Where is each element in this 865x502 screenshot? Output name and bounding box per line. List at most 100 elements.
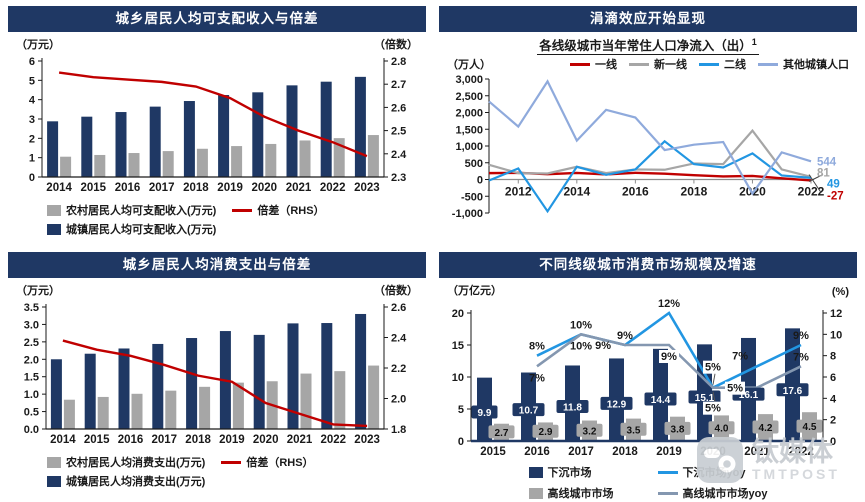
svg-text:-27: -27 [827,191,844,203]
legend-line-swatch [758,62,778,66]
svg-text:2022: 2022 [788,446,814,458]
legend-label: 倍差（RHS） [257,205,325,217]
line-series [488,128,812,178]
svg-text:2: 2 [830,415,836,427]
svg-text:15: 15 [452,340,464,352]
legend-box-swatch [47,223,61,235]
svg-text:4: 4 [830,393,837,405]
svg-text:2017: 2017 [152,434,178,446]
legend-label: 下沉市场yoy [682,467,746,479]
svg-text:14.4: 14.4 [651,395,671,406]
legend-label: 高线城市市场yoy [682,488,768,500]
svg-text:2020: 2020 [700,446,726,458]
svg-text:16.1: 16.1 [739,390,759,401]
svg-text:2019: 2019 [656,446,682,458]
svg-text:5%: 5% [727,383,743,395]
svg-text:9%: 9% [595,340,611,352]
svg-text:2016: 2016 [118,434,144,446]
svg-text:2.2: 2.2 [391,363,406,375]
legend-line-swatch [657,470,678,474]
svg-text:0: 0 [477,175,483,187]
svg-text:3.5: 3.5 [24,302,39,314]
svg-text:1.5: 1.5 [24,372,39,384]
svg-text:2022: 2022 [321,434,347,446]
legend-item: 城镇居民人均消费支出(万元) [47,473,205,489]
svg-text:49: 49 [827,179,840,191]
chart-subtitle: 各线级城市当年常住人口净流入（出）1 [537,36,759,55]
svg-text:2014: 2014 [46,182,72,194]
legend-item: 倍差（RHS） [232,202,325,218]
svg-text:5: 5 [458,404,464,416]
legend-item: 城镇居民人均可支配收入(万元) [47,221,216,237]
svg-text:3.5: 3.5 [627,425,641,436]
svg-text:2018: 2018 [612,446,638,458]
svg-text:1.0: 1.0 [24,389,39,401]
left-axis-unit: （万亿元） [447,285,502,297]
panel-income-title: 城乡居民人均可支配收入与倍差 [8,6,426,32]
legend-item: 一线 [570,56,617,72]
svg-text:8: 8 [830,351,836,363]
svg-text:9%: 9% [661,351,677,363]
svg-text:0.0: 0.0 [24,424,39,436]
panel-income: 城乡居民人均可支配收入与倍差 （万元） （倍数） 0 1 2 3 4 5 6 2.3 2.4 2.… [8,6,426,248]
svg-text:3.0: 3.0 [24,319,39,331]
svg-text:2014: 2014 [563,185,590,199]
svg-text:544: 544 [817,156,837,168]
right-axis-unit: (%) [831,286,849,298]
svg-text:2.3: 2.3 [391,172,406,184]
svg-text:2015: 2015 [81,182,107,194]
left-axis-unit: （万元） [16,39,60,51]
axis-units-row: （万元） （倍数） [8,278,426,299]
svg-text:12: 12 [830,308,842,320]
svg-text:17.6: 17.6 [783,386,803,397]
panel-population-title: 涓滴效应开始显现 [439,6,857,32]
axis-units-row: （万元） （倍数） [8,32,426,53]
svg-text:2021: 2021 [286,182,312,194]
svg-text:2018: 2018 [183,182,209,194]
svg-text:500: 500 [465,158,483,170]
legend-item: 高线城市市场 [528,485,614,501]
legend-item: 二线 [699,56,746,72]
svg-text:5%: 5% [705,403,721,415]
legend-item: 高线城市市场yoy [657,485,768,501]
svg-text:3.2: 3.2 [583,426,597,437]
legend-line-swatch [570,62,590,66]
right-axis-unit: （倍数） [374,285,418,297]
left-axis-unit: （万人） [447,59,491,71]
svg-text:0.5: 0.5 [24,407,39,419]
legend-item: 新一线 [629,56,687,72]
svg-text:2019: 2019 [219,434,245,446]
legend-label: 其他城镇人口 [783,59,849,71]
svg-text:2020: 2020 [252,182,278,194]
svg-text:7%: 7% [732,350,748,362]
bar-series-0 [47,76,366,177]
left-axis-unit: （万元） [16,285,60,297]
legend-box-swatch [47,475,61,487]
svg-text:2019: 2019 [217,182,243,194]
svg-text:2022: 2022 [320,182,346,194]
axis-units-row: （万人） 一线 新一线 二线 其他城镇人口 [439,52,857,73]
svg-text:2014: 2014 [50,434,76,446]
svg-text:2.0: 2.0 [391,394,406,406]
line-series [488,79,812,196]
income-chart: 0 1 2 3 4 5 6 2.3 2.4 2.5 2.6 2.7 2.8 2014 2015 2016 201… [29,56,407,194]
svg-text:2023: 2023 [354,182,380,194]
svg-text:9%: 9% [617,330,633,342]
svg-text:1.8: 1.8 [391,424,406,436]
legend-box-swatch [528,487,543,499]
svg-text:2.0: 2.0 [24,354,39,366]
legend-label: 一线 [595,59,617,71]
svg-text:8%: 8% [529,341,545,353]
svg-text:5: 5 [29,75,35,87]
legend-label: 新一线 [654,59,687,71]
svg-text:10: 10 [452,372,464,384]
svg-text:4.5: 4.5 [803,422,817,433]
svg-text:1,000: 1,000 [455,141,483,153]
legend-line-swatch [232,208,253,212]
panel-population: 涓滴效应开始显现 各线级城市当年常住人口净流入（出）1 （万人） 一线 新一线 二线… [439,6,857,248]
legend-box-swatch [528,466,543,478]
svg-text:2.7: 2.7 [495,428,509,439]
svg-text:12.9: 12.9 [607,399,627,410]
svg-text:10.7: 10.7 [519,406,539,417]
svg-text:4.2: 4.2 [759,423,773,434]
